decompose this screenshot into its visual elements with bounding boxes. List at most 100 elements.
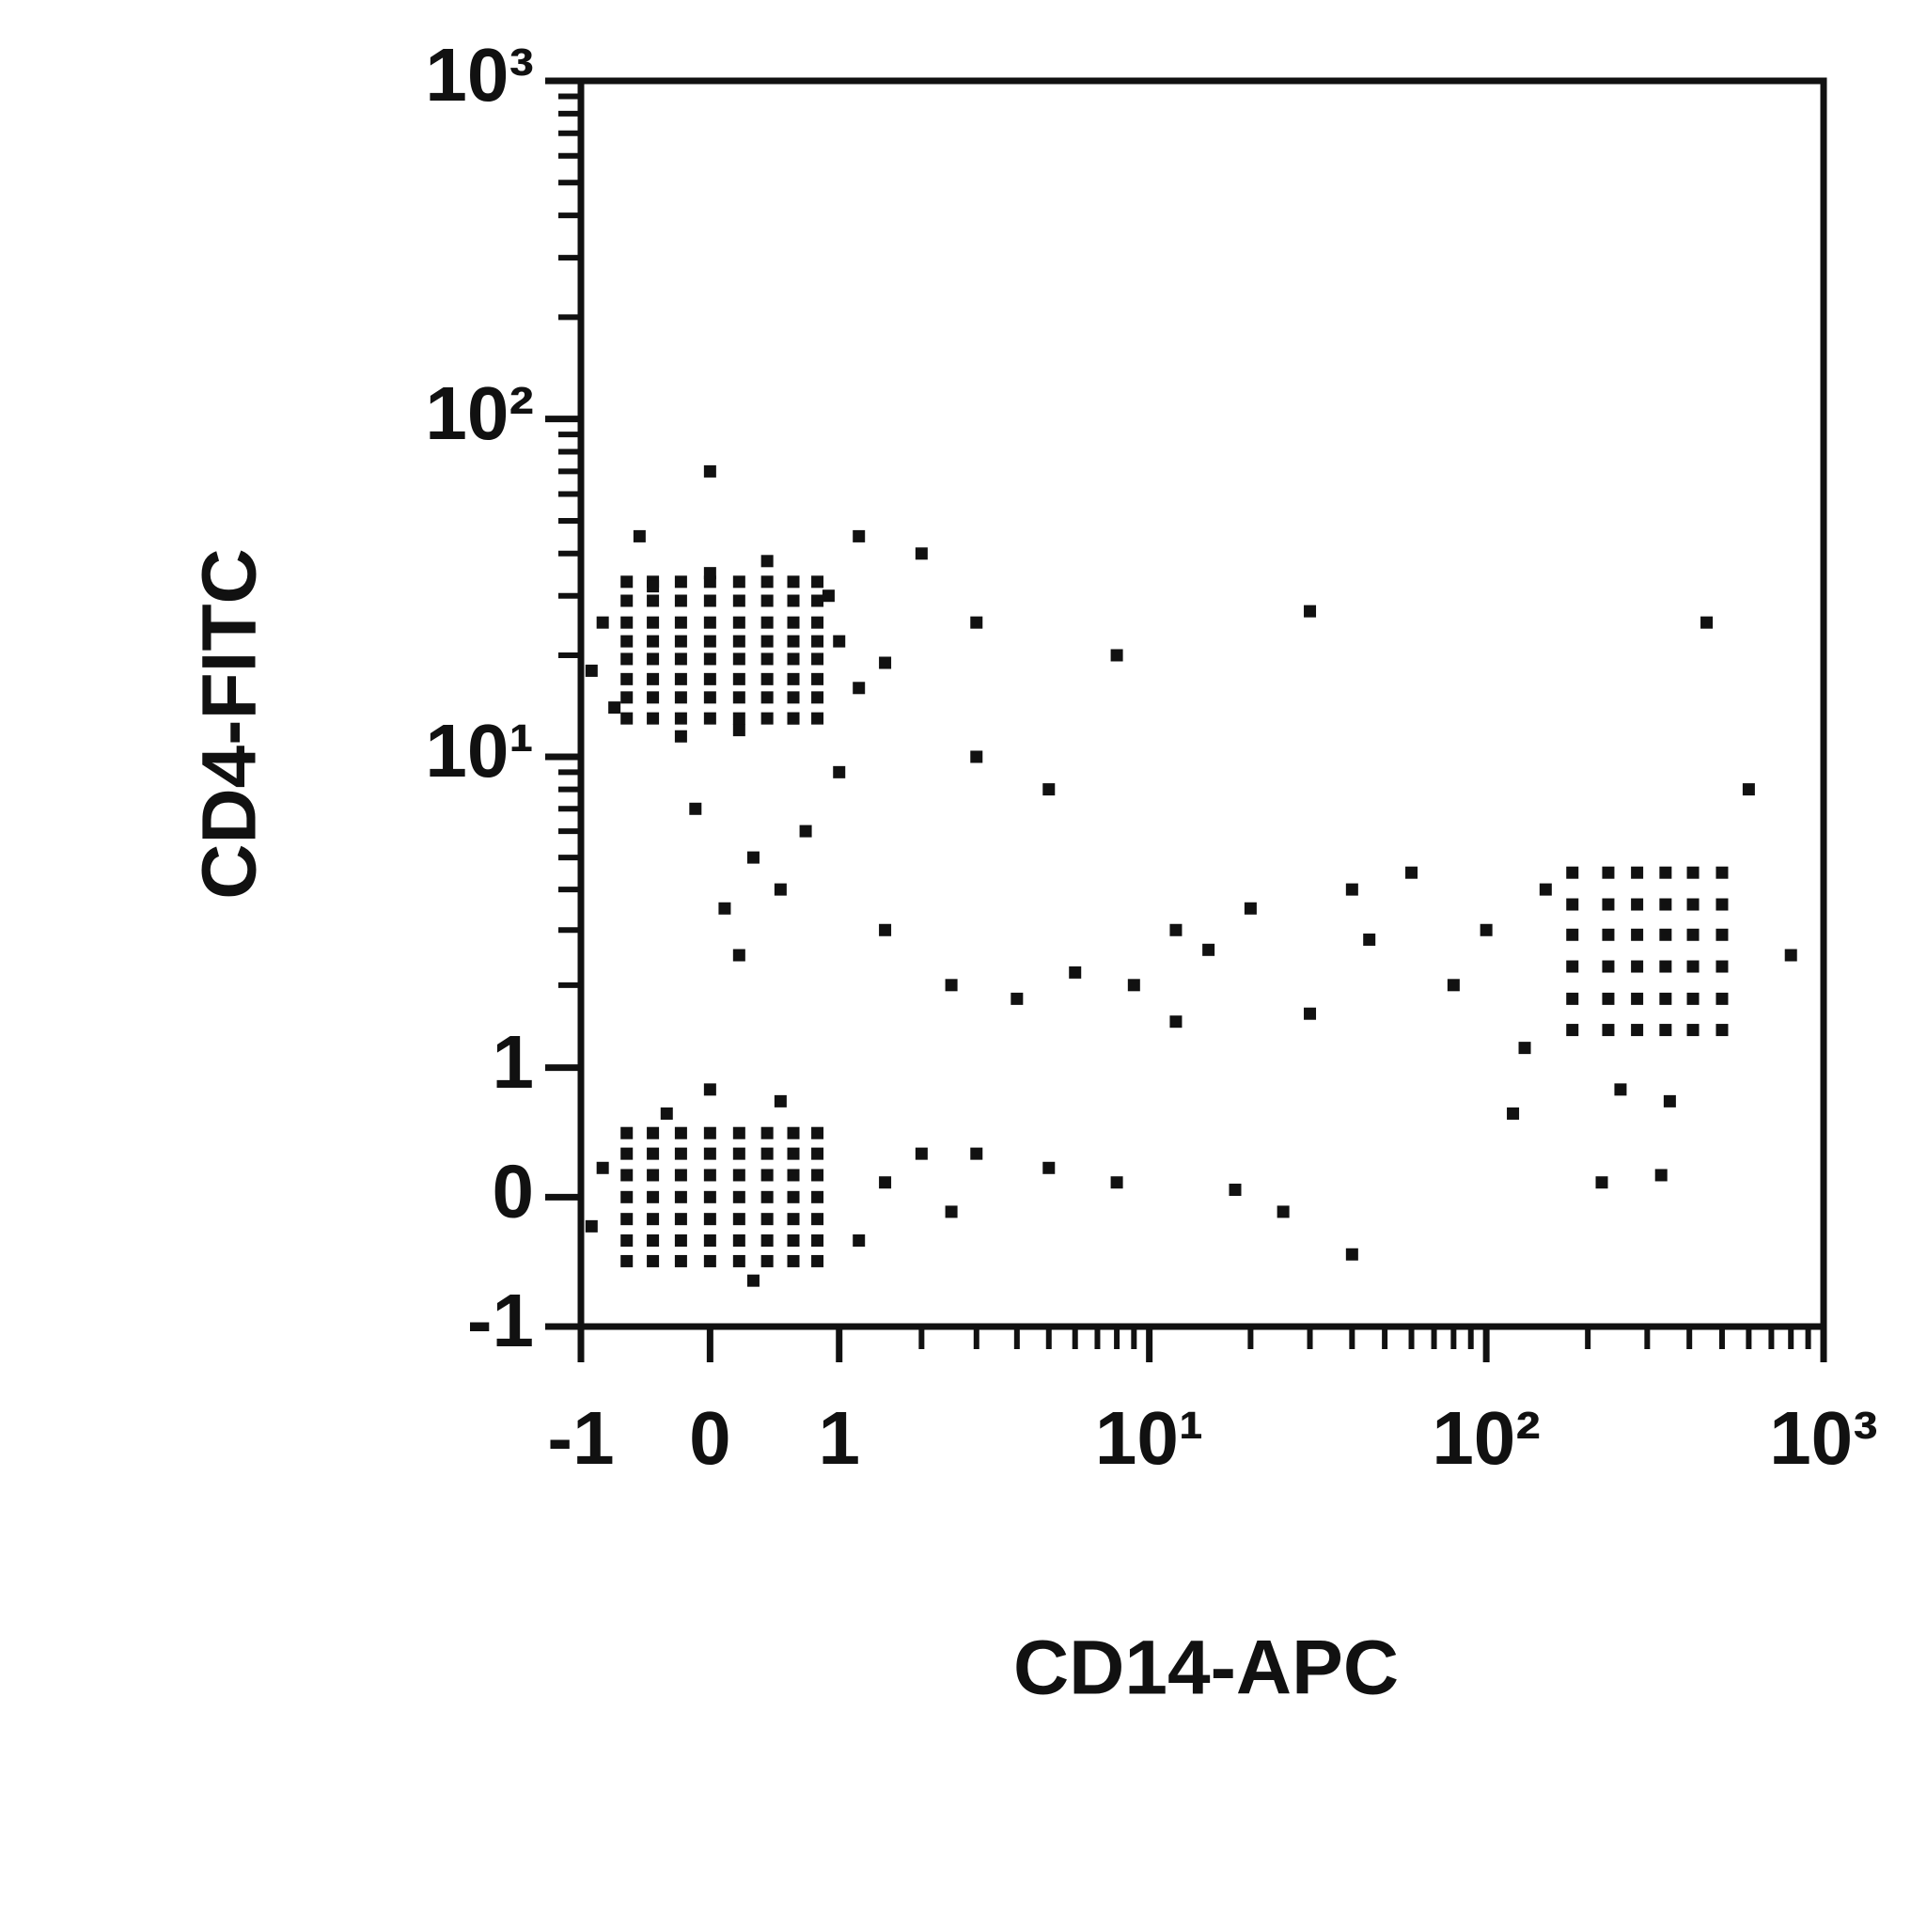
event-dot [1716,866,1729,879]
event-dot [732,616,745,629]
event-dot [647,652,660,666]
x-tick-label: 0 [689,1396,731,1480]
event-dot [647,580,660,593]
event-dot [1304,605,1317,618]
event-dot [915,1147,928,1160]
event-dot [703,1126,716,1139]
event-dot [787,1254,800,1267]
event-dot [787,652,800,666]
event-dot [1566,928,1579,941]
event-dot [732,635,745,648]
event-dot [1169,923,1183,936]
event-dot [647,1234,660,1248]
event-dot [647,1190,660,1203]
event-dot [774,1094,787,1107]
event-dot [647,1213,660,1226]
event-dot [760,712,774,725]
event-dot [1631,866,1644,879]
event-dot [1631,960,1644,973]
event-dot [647,672,660,685]
event-dot [732,672,745,685]
event-dot [787,635,800,648]
event-dot [689,802,702,815]
event-dot [674,712,687,725]
event-dot [1686,898,1700,911]
event-dot [1566,1024,1579,1037]
event-dot [703,1213,716,1226]
event-dot [674,1190,687,1203]
event-dot [1447,979,1460,992]
event-dot [760,1190,774,1203]
event-dot [647,1126,660,1139]
event-dot [620,1254,634,1267]
event-dot [674,672,687,685]
event-dot [1602,1024,1615,1037]
event-dot [774,883,787,896]
event-dot [945,1205,958,1218]
event-dot [1686,992,1700,1005]
event-dot [1659,960,1672,973]
event-dot [1566,992,1579,1005]
event-dot [1566,960,1579,973]
event-dot [879,1176,892,1189]
event-dot [1631,928,1644,941]
event-dot [703,1083,716,1096]
event-dot [811,1169,824,1182]
y-axis-label: CD4-FITC [187,548,273,900]
event-dot [703,652,716,666]
event-dot [760,635,774,648]
event-dot [760,555,774,568]
event-dot [620,1147,634,1160]
event-dot [760,672,774,685]
event-dot [787,1126,800,1139]
event-dot [633,529,646,542]
event-dot [760,594,774,607]
event-dot [674,691,687,704]
event-dot [760,691,774,704]
event-dot [970,750,983,763]
event-dot [1716,992,1729,1005]
event-dot [620,652,634,666]
event-dot [732,712,745,725]
event-dot [1010,992,1024,1005]
event-dot [1654,1169,1668,1182]
event-dot [1659,992,1672,1005]
event-dot [1742,783,1755,796]
event-dot [760,1254,774,1267]
event-dot [674,635,687,648]
event-dot [811,1147,824,1160]
event-dot [732,1234,745,1248]
y-tick-label: 10³ [425,33,534,117]
event-dot [1229,1184,1242,1197]
event-dot [970,616,983,629]
event-dot [746,851,760,864]
event-dot [879,923,892,936]
event-dot [760,575,774,589]
event-dot [620,712,634,725]
event-dot [732,691,745,704]
event-dot [1716,1024,1729,1037]
event-dot [1602,928,1615,941]
event-dot [596,1161,609,1174]
event-dot [811,616,824,629]
event-dot [811,1213,824,1226]
event-dot [799,825,812,838]
event-dot [703,691,716,704]
event-dot [811,1126,824,1139]
event-dot [732,1213,745,1226]
event-dot [647,1147,660,1160]
event-dot [853,529,866,542]
event-dot [787,1190,800,1203]
event-dot [811,594,824,607]
event-dot [787,594,800,607]
event-dot [660,1107,673,1120]
event-dot [811,575,824,589]
x-tick-label: 1 [818,1396,860,1480]
event-dot [620,691,634,704]
event-dot [787,672,800,685]
event-dot [1631,1024,1644,1037]
event-dot [674,1213,687,1226]
event-dot [647,1254,660,1267]
event-dot [1507,1107,1520,1120]
